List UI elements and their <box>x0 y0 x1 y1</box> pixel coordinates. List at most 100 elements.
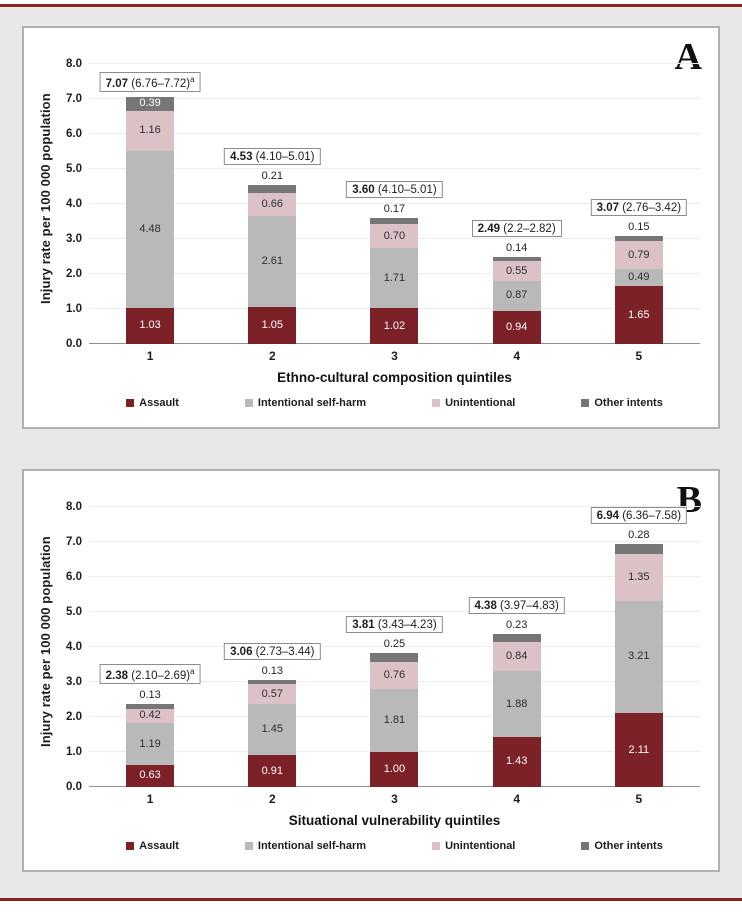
total-rate-label: 4.38 (3.97–4.83) <box>468 596 565 614</box>
bar-segment: 0.39 <box>126 96 175 111</box>
bar-segment <box>492 256 541 262</box>
bar-stack: 0.94 0.87 0.55 <box>492 256 541 344</box>
top-red-rule <box>0 4 742 7</box>
segment-value-label: 1.45 <box>261 723 283 736</box>
panel-letter-a: A <box>674 36 702 78</box>
bar-segment: 1.81 <box>370 688 419 752</box>
segment-value-label: 0.15 <box>628 221 650 234</box>
total-rate-label: 2.38 (2.10–2.69)a <box>99 664 201 685</box>
segment-value-label: 0.91 <box>261 764 283 777</box>
x-axis-title: Situational vulnerability quintiles <box>288 813 501 828</box>
segment-value-label: 1.65 <box>628 308 650 321</box>
bar-stack: 1.00 1.81 0.76 <box>370 653 419 787</box>
bar-segment: 1.00 <box>370 752 419 787</box>
legend-item: Unintentional <box>432 397 515 409</box>
x-tick-label: 3 <box>391 349 398 363</box>
gridline <box>89 98 700 99</box>
legend-swatch-icon <box>581 842 590 850</box>
legend-label: Other intents <box>594 397 663 409</box>
segment-value-label: 1.05 <box>261 319 283 332</box>
bar-segment: 2.61 <box>248 215 297 308</box>
bar-segment: 2.11 <box>614 713 663 787</box>
x-axis-title: Ethno-cultural composition quintiles <box>277 370 512 385</box>
segment-value-label: 1.03 <box>139 319 161 332</box>
legend-label: Other intents <box>594 840 663 852</box>
x-tick-label: 5 <box>635 792 643 806</box>
bar-segment: 1.71 <box>370 248 419 309</box>
gridline <box>89 133 700 134</box>
plot-row: 0.0 1.0 2.0 3.0 4.0 5.0 6.0 7.0 8.0 0.63 1.19 0.42… <box>53 497 700 806</box>
legend-item: Assault <box>126 840 179 852</box>
bar-segment <box>370 218 419 224</box>
bar-segment: 1.35 <box>614 553 663 601</box>
legend-item: Unintentional <box>432 840 515 852</box>
segment-value-label: 0.39 <box>139 97 161 110</box>
figure-panel-b: B Injury rate per 100 000 population 0.0… <box>22 469 720 872</box>
bar-segment: 0.94 <box>492 311 541 344</box>
figure-panel-a: A Injury rate per 100 000 population 0.0… <box>22 26 720 429</box>
bar-group: 1.00 1.81 0.76 0.25 3.81 (3.43–4.23) 3 <box>346 507 443 806</box>
bar-segment <box>492 633 541 642</box>
bar-segment: 1.02 <box>370 308 419 344</box>
y-tick-label: 5.0 <box>66 606 82 618</box>
segment-value-label: 1.43 <box>505 755 528 768</box>
legend-item: Intentional self-harm <box>244 840 366 852</box>
x-tick-label: 3 <box>391 792 398 806</box>
bar-segment: 1.19 <box>126 723 175 765</box>
legend-swatch-icon <box>244 842 253 850</box>
bar-segment: 0.42 <box>126 708 175 724</box>
segment-value-label: 2.61 <box>261 255 283 268</box>
bar-segment: 0.57 <box>248 684 297 705</box>
segment-value-label: 0.28 <box>628 528 650 541</box>
y-tick-label: 6.0 <box>66 571 82 583</box>
bar-group: 0.91 1.45 0.57 0.13 3.06 (2.73–3.44) 2 <box>224 507 321 806</box>
bar-segment: 0.70 <box>370 223 419 249</box>
bar-group: 1.43 1.88 0.84 0.23 4.38 (3.97–4.83) 4 <box>468 507 565 806</box>
segment-value-label: 1.16 <box>139 124 161 137</box>
bar-stack: 1.03 4.48 1.16 0.39 <box>126 96 175 344</box>
x-tick-label: 2 <box>268 349 276 363</box>
plot-area: 0.63 1.19 0.42 0.13 2.38 (2.10–2.69)a 1 0.91 1.… <box>89 506 700 806</box>
bar-stack: 2.11 3.21 1.35 <box>614 543 663 787</box>
segment-value-label: 0.25 <box>383 638 406 651</box>
bar-segment: 3.21 <box>614 600 663 714</box>
gridline <box>89 203 700 204</box>
x-tick-label: 1 <box>146 349 154 363</box>
bar-group: 1.02 1.71 0.70 0.17 3.60 (4.10–5.01) 3 <box>346 64 443 363</box>
legend-swatch-icon <box>581 399 590 407</box>
legend-swatch-icon <box>432 842 441 850</box>
bar-segment: 1.05 <box>248 307 297 344</box>
bar-segment: 0.91 <box>248 755 297 787</box>
total-rate-label: 4.53 (4.10–5.01) <box>224 148 321 166</box>
bar-segment: 1.43 <box>492 736 541 787</box>
total-rate-label: 6.94 (6.36–7.58) <box>590 506 688 524</box>
segment-value-label: 3.21 <box>628 650 650 663</box>
y-tick-label: 0.0 <box>66 338 82 350</box>
y-tick-label: 7.0 <box>66 93 82 105</box>
y-axis-title: Injury rate per 100 000 population <box>38 536 53 748</box>
bar-group: 1.05 2.61 0.66 0.21 4.53 (4.10–5.01) 2 <box>224 64 321 363</box>
segment-value-label: 0.70 <box>383 229 406 242</box>
x-tick-label: 4 <box>513 349 520 363</box>
segment-value-label: 0.63 <box>139 769 161 782</box>
bar-segment: 0.63 <box>126 764 175 787</box>
bar-segment <box>614 236 663 242</box>
segment-value-label: 0.42 <box>139 709 161 722</box>
legend-label: Assault <box>139 840 179 852</box>
x-tick-label: 5 <box>635 349 643 363</box>
segment-value-label: 0.94 <box>505 321 528 334</box>
segment-value-label: 0.55 <box>505 264 528 277</box>
segment-value-label: 0.13 <box>139 689 161 702</box>
gridline <box>89 541 700 542</box>
bar-segment: 0.55 <box>492 261 541 281</box>
segment-value-label: 1.81 <box>383 713 406 726</box>
segment-value-label: 4.48 <box>139 223 161 236</box>
segment-value-label: 0.76 <box>383 668 406 681</box>
bar-stack: 1.65 0.49 0.79 <box>614 236 663 344</box>
bottom-red-rule <box>0 898 742 901</box>
figure-page: A Injury rate per 100 000 population 0.0… <box>0 7 742 898</box>
gridline <box>89 646 700 647</box>
bar-group: 2.11 3.21 1.35 0.28 6.94 (6.36–7.58) 5 <box>590 506 688 806</box>
gridline <box>89 168 700 169</box>
bars-container: 0.63 1.19 0.42 0.13 2.38 (2.10–2.69)a 1 0.91 1.… <box>89 506 700 806</box>
